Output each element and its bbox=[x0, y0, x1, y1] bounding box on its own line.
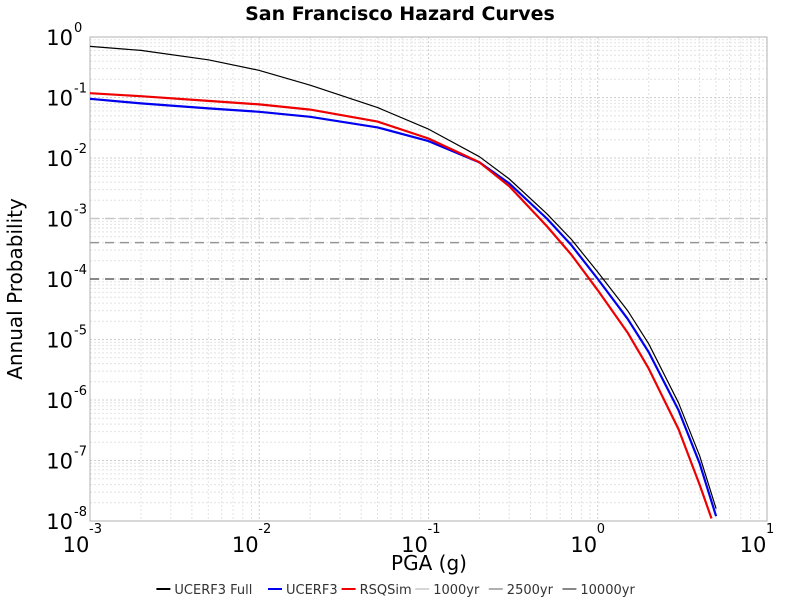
series-line-ucerf3 bbox=[89, 97, 718, 517]
y-tick-label: 10 -7 bbox=[46, 445, 87, 474]
y-tick-label: 10 -4 bbox=[46, 263, 87, 292]
y-tick-base: 10 bbox=[46, 450, 73, 474]
legend-item: 2500yr bbox=[488, 583, 554, 598]
x-tick-base: 10 bbox=[740, 533, 767, 557]
y-tick-base: 10 bbox=[46, 87, 73, 111]
y-axis-label: Annual Probability bbox=[3, 198, 27, 380]
y-tick-label: 10 -5 bbox=[46, 324, 87, 353]
x-tick-exponent: -2 bbox=[258, 522, 271, 537]
y-tick-label: 10 -2 bbox=[46, 142, 87, 171]
y-tick-exponent: -7 bbox=[74, 445, 87, 460]
y-tick-base: 10 bbox=[46, 208, 73, 232]
x-tick-exponent: 0 bbox=[597, 522, 605, 537]
y-tick-exponent: 0 bbox=[74, 21, 82, 36]
legend-item: 10000yr bbox=[562, 583, 635, 598]
legend-item: RSQSim bbox=[341, 583, 412, 598]
x-tick-base: 10 bbox=[232, 533, 259, 557]
y-tick-label: 10 -1 bbox=[46, 82, 87, 111]
y-tick-label: 10 -3 bbox=[46, 203, 87, 232]
y-tick-label: 10 -8 bbox=[46, 505, 87, 534]
x-tick-label: 10-3 bbox=[63, 522, 102, 557]
chart-title: San Francisco Hazard Curves bbox=[245, 3, 555, 25]
y-tick-exponent: -1 bbox=[74, 82, 87, 97]
y-tick-base: 10 bbox=[46, 147, 73, 171]
legend-item: 1000yr bbox=[415, 583, 480, 598]
legend-label: UCERF3 bbox=[286, 583, 338, 598]
x-tick-exponent: -3 bbox=[89, 522, 102, 537]
x-tick-base: 10 bbox=[401, 533, 428, 557]
y-tick-base: 10 bbox=[46, 329, 73, 353]
y-tick-base: 10 bbox=[46, 268, 73, 292]
legend-item: UCERF3 Full bbox=[156, 583, 252, 598]
legend-label: RSQSim bbox=[360, 583, 412, 598]
legend-item: UCERF3 bbox=[268, 583, 338, 598]
x-tick-label: 101 bbox=[740, 522, 775, 557]
y-tick-exponent: -2 bbox=[74, 142, 87, 157]
x-tick-label: 100 bbox=[570, 522, 605, 557]
x-tick-base: 10 bbox=[63, 533, 90, 557]
x-tick-base: 10 bbox=[570, 533, 597, 557]
x-tick-exponent: -1 bbox=[428, 522, 441, 537]
series-lines bbox=[89, 45, 767, 519]
legend-label: 1000yr bbox=[433, 583, 480, 598]
x-axis-label: PGA (g) bbox=[391, 551, 467, 575]
y-tick-exponent: -4 bbox=[74, 263, 87, 278]
legend: UCERF3 Full UCERF3 RSQSim 1000yr 2500yr 10000… bbox=[156, 583, 635, 598]
y-tick-label: 10 -6 bbox=[46, 384, 87, 413]
y-tick-exponent: -6 bbox=[74, 384, 87, 399]
series-line-rsqsim bbox=[89, 92, 713, 519]
legend-label: UCERF3 Full bbox=[174, 583, 252, 598]
x-tick-label: 10-1 bbox=[401, 522, 440, 557]
y-tick-exponent: -5 bbox=[74, 324, 87, 339]
y-tick-exponent: -3 bbox=[74, 203, 87, 218]
x-tick-label: 10-2 bbox=[232, 522, 271, 557]
y-tick-label: 10 0 bbox=[46, 21, 82, 50]
y-tick-exponent: -8 bbox=[74, 505, 87, 520]
y-tick-base: 10 bbox=[46, 26, 73, 50]
series-line-ucerf3-full bbox=[89, 45, 717, 509]
legend-label: 10000yr bbox=[580, 583, 635, 598]
legend-label: 2500yr bbox=[507, 583, 554, 598]
x-tick-exponent: 1 bbox=[766, 522, 774, 537]
y-tick-base: 10 bbox=[46, 389, 73, 413]
y-tick-base: 10 bbox=[46, 510, 73, 534]
